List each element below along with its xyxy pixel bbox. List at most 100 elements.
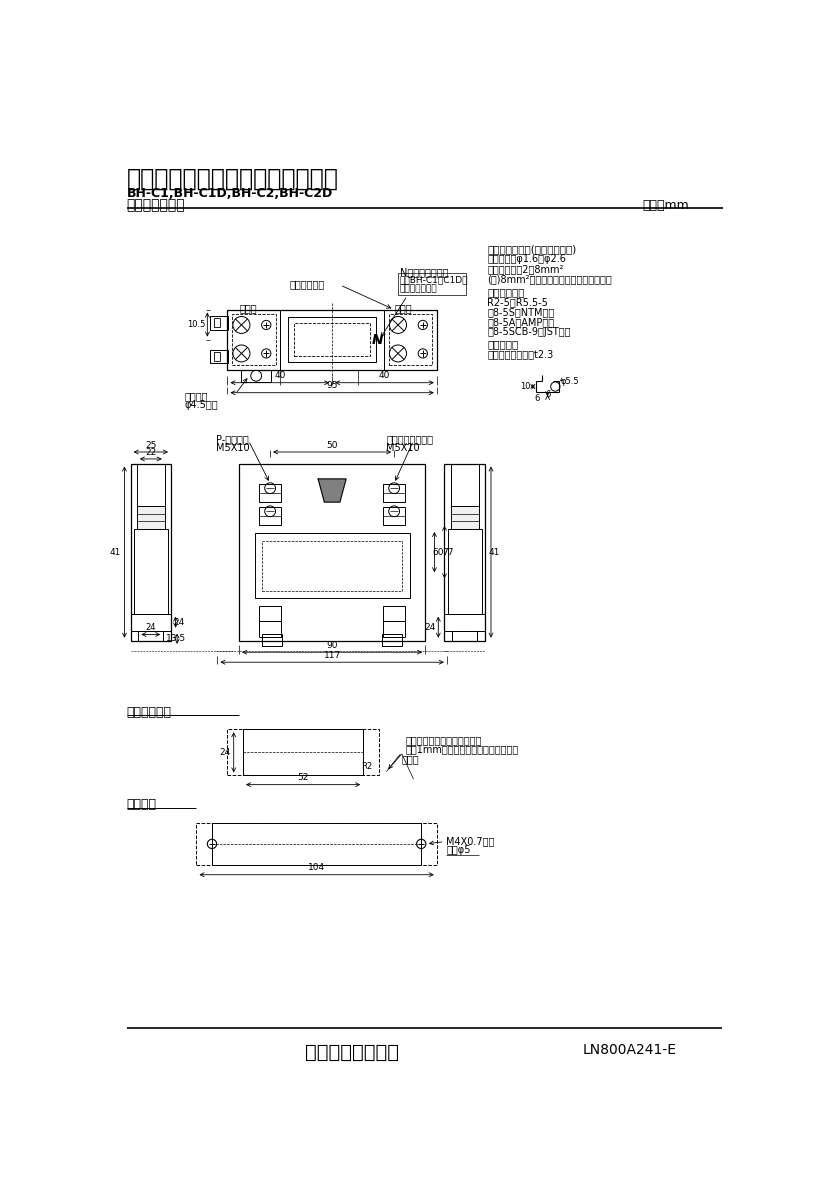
Bar [383,506,404,526]
Bar [447,529,481,613]
Text: φ4.5長穴: φ4.5長穴 [184,401,218,410]
Text: LN800A241-E: LN800A241-E [581,1043,676,1057]
Bar [259,484,280,502]
Text: 穴明寸法: 穴明寸法 [127,798,156,811]
Text: 90: 90 [326,641,337,650]
Text: 表板穴明寸法: 表板穴明寸法 [127,706,171,719]
Text: BH-C1,BH-C1D,BH-C2,BH-C2D: BH-C1,BH-C1D,BH-C2,BH-C2D [127,187,332,200]
Text: 単線　：φ1.6～φ2.6: 単線 ：φ1.6～φ2.6 [486,254,566,264]
Text: 41: 41 [110,547,122,557]
Text: 6: 6 [545,390,550,398]
Text: 電源側: 電源側 [239,304,256,313]
Bar [452,631,476,641]
Text: 適合電線サイズ(負荷端子のみ): 適合電線サイズ(負荷端子のみ) [486,244,576,254]
Bar [241,370,270,382]
Text: 40: 40 [378,371,390,380]
Bar [210,316,227,330]
Text: 最大導帯板厚　t2.3: 最大導帯板厚 t2.3 [486,349,552,360]
Text: R2: R2 [361,762,372,770]
Bar [294,324,370,355]
Bar [227,310,436,370]
Text: 負荷側: 負荷側 [394,304,411,313]
Bar [262,635,281,646]
Text: 8-5S（NTM社）: 8-5S（NTM社） [486,307,554,317]
Text: 8-5A（AMP社）: 8-5A（AMP社） [486,317,553,328]
Bar [232,314,275,365]
Text: 22: 22 [145,448,156,457]
Text: 三菱分電盤用ノーヒューズ遮断器: 三菱分電盤用ノーヒューズ遮断器 [127,167,338,191]
Text: 6: 6 [534,395,539,403]
Text: 95: 95 [326,382,337,390]
Bar [138,631,163,641]
Bar [239,463,424,641]
Text: (注)8mm²電線は圧着端子をご使用下さい: (注)8mm²電線は圧着端子をご使用下さい [486,274,611,284]
Bar [444,463,485,641]
Bar [388,314,432,365]
Text: 41: 41 [488,547,500,557]
Text: φ5.5: φ5.5 [560,377,579,385]
Bar [131,613,170,631]
Bar [210,349,227,364]
Text: 10.5: 10.5 [186,320,205,329]
Bar [213,318,219,328]
Bar [384,310,436,370]
Bar [136,463,165,506]
Text: 25: 25 [145,440,156,450]
Bar [288,317,375,362]
Text: 注：BH-C1，C1D形: 注：BH-C1，C1D形 [399,275,467,284]
Bar [131,463,170,641]
Bar [450,506,478,529]
Bar [280,310,384,370]
Bar [444,613,485,631]
Bar [213,352,219,361]
Text: 60: 60 [432,547,443,557]
Text: 24: 24 [423,623,435,631]
Text: M5X10: M5X10 [216,443,249,452]
Text: 77: 77 [442,547,453,557]
Bar [227,310,280,370]
Text: 24: 24 [219,748,231,757]
Text: にのみ付きます: にのみ付きます [399,284,437,293]
Text: より線　：2～8mm²: より線 ：2～8mm² [486,264,563,274]
Bar [383,606,404,622]
Text: N（中性線記号）: N（中性線記号） [399,268,447,277]
Bar [212,823,421,865]
Bar [383,622,404,637]
Text: 又はφ5: 又はφ5 [446,846,470,856]
Text: 単位：mm: 単位：mm [642,199,688,211]
Text: 標準外形寸法図: 標準外形寸法図 [127,199,185,212]
Text: 片側1mmの隙間をもたせた寸法です。: 片側1mmの隙間をもたせた寸法です。 [405,744,519,755]
Bar [227,730,378,775]
Text: 穴明寸法は遮断器窓枠に対し: 穴明寸法は遮断器窓枠に対し [405,736,481,745]
Text: P-なべねじ: P-なべねじ [216,434,248,444]
Text: 10: 10 [519,382,530,391]
Bar [383,484,404,502]
Text: N: N [371,332,383,347]
Bar [259,506,280,526]
Text: セルフアップねじ: セルフアップねじ [386,434,433,444]
Text: 52: 52 [297,773,308,782]
Bar [259,622,280,637]
Bar [450,463,478,506]
Text: R2-5～R5.5-5: R2-5～R5.5-5 [486,298,547,307]
Bar [255,533,409,599]
Text: 三菱電機株式会社: 三菱電機株式会社 [304,1043,399,1062]
Bar [134,529,168,613]
Bar [242,730,363,775]
Text: 24: 24 [174,618,184,626]
Text: 13.5: 13.5 [166,635,186,643]
Text: 24: 24 [146,623,155,632]
Text: 導帯加工図: 導帯加工図 [486,340,518,349]
Text: 遮断器: 遮断器 [401,754,419,764]
Text: 取付つめ: 取付つめ [184,391,208,401]
Bar [259,606,280,622]
Text: 50: 50 [326,440,337,450]
Text: M4X0.7ねじ: M4X0.7ねじ [446,836,494,846]
Text: 遮断器の中心: 遮断器の中心 [289,278,324,289]
Bar [262,540,401,590]
Bar [196,823,436,865]
Bar [136,506,165,529]
Polygon shape [318,479,346,502]
Text: 104: 104 [308,864,325,872]
Text: M5X10: M5X10 [386,443,419,452]
